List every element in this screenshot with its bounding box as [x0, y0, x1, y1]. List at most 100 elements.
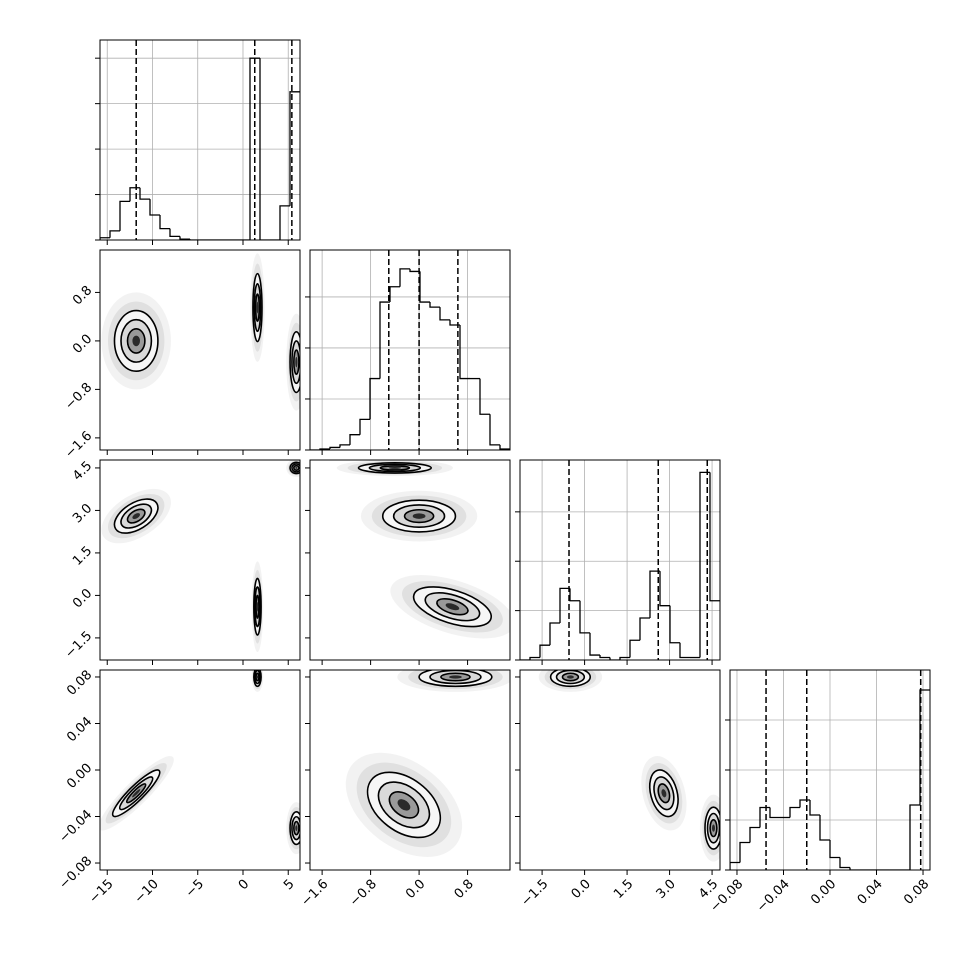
histogram-step [669, 605, 680, 644]
histogram-step [349, 434, 360, 445]
y-tick-label: −0.8 [62, 380, 95, 413]
x-tick-label: −1.6 [298, 877, 331, 910]
x-tick-label: 0.8 [452, 877, 477, 902]
density-contour [132, 335, 141, 347]
density-contour [661, 789, 667, 798]
histogram-step [389, 286, 400, 303]
y-tick-label: 4.5 [70, 459, 95, 484]
x-tick-label: −0.8 [347, 877, 380, 910]
y-tick-label: 0.04 [64, 714, 95, 745]
panel-frame [309, 249, 511, 451]
histogram-step [289, 91, 300, 206]
histogram-step [119, 200, 130, 231]
histogram-step [359, 418, 370, 435]
histogram-step [249, 57, 260, 240]
y-tick-label: −0.04 [57, 807, 96, 846]
density-contour [295, 356, 298, 368]
histogram-step [679, 642, 690, 659]
x-tick-label: 0.00 [808, 877, 839, 908]
x-tick-label: 1.5 [611, 877, 636, 902]
histogram-step [799, 799, 810, 808]
histogram-step [369, 377, 380, 420]
histogram-step [579, 600, 590, 634]
x-tick-label: −0.04 [754, 877, 793, 916]
panel-frame [99, 669, 301, 871]
x-tick-label: −15 [87, 877, 117, 907]
density-panel [336, 460, 510, 639]
histogram-step [339, 444, 350, 448]
histogram-step [489, 414, 500, 446]
histogram-step [809, 800, 820, 816]
y-tick-label: −1.6 [62, 429, 95, 462]
histogram-step [169, 228, 180, 238]
density-contour [256, 301, 259, 314]
histogram-step [759, 806, 770, 828]
histogram-step [699, 471, 710, 658]
density-contour [132, 513, 140, 520]
histogram-step [659, 571, 670, 607]
histogram-step [739, 841, 750, 863]
histogram-step [419, 271, 430, 303]
histogram-step [449, 319, 460, 326]
histogram-panel [310, 250, 510, 450]
histogram-step [749, 826, 760, 843]
x-tick-label: −1.5 [518, 877, 551, 910]
histogram-step [599, 655, 610, 659]
histogram-step [919, 689, 930, 805]
x-tick-label: 0.0 [403, 877, 428, 902]
histogram-step [649, 570, 660, 619]
histogram-step [149, 199, 160, 216]
density-contour [397, 799, 411, 811]
density-panel [100, 670, 300, 855]
histogram-step [539, 644, 550, 658]
histogram-step [829, 840, 840, 859]
y-tick-label: 0.0 [70, 332, 95, 357]
histogram-step [379, 301, 390, 379]
histogram-step [709, 472, 720, 602]
histogram-step [499, 444, 510, 450]
histogram-step [159, 215, 170, 230]
histogram-step [629, 639, 640, 658]
panel-frame [519, 459, 721, 661]
density-contour [388, 467, 402, 469]
x-tick-label: −5 [183, 877, 207, 901]
x-tick-label: 0 [236, 877, 252, 893]
y-tick-label: 0.0 [70, 586, 95, 611]
histogram-step [439, 307, 450, 321]
y-tick-label: 0.08 [64, 668, 95, 699]
histogram-panel [730, 670, 930, 870]
histogram-step [279, 205, 290, 240]
panel-frame [99, 249, 301, 451]
histogram-step [549, 622, 560, 646]
density-contour [412, 513, 426, 519]
density-contour [711, 824, 715, 832]
y-tick-label: 1.5 [70, 544, 95, 569]
panel-frame [99, 39, 301, 241]
x-tick-label: 0.04 [855, 877, 886, 908]
histogram-step [849, 867, 860, 870]
density-panel [101, 460, 300, 653]
x-tick-label: 0.08 [901, 877, 932, 908]
y-tick-label: 0.8 [70, 283, 95, 308]
histogram-step [109, 230, 120, 238]
histogram-step [459, 325, 470, 380]
density-contour [449, 675, 462, 679]
density-contour [295, 825, 298, 831]
y-tick-label: −0.08 [57, 854, 96, 893]
histogram-step [569, 588, 580, 602]
x-tick-label: −10 [132, 877, 162, 907]
histogram-panel [520, 460, 720, 660]
histogram-step [559, 587, 570, 623]
histogram-step [609, 657, 620, 660]
histogram-step [179, 236, 190, 240]
x-tick-label: 0.0 [569, 877, 594, 902]
histogram-step [819, 815, 830, 841]
density-contour [256, 675, 259, 679]
histogram-step [100, 237, 110, 240]
histogram-step [639, 617, 650, 641]
y-tick-label: 0.00 [64, 761, 95, 792]
histogram-step [189, 239, 200, 240]
density-panel [538, 670, 720, 862]
